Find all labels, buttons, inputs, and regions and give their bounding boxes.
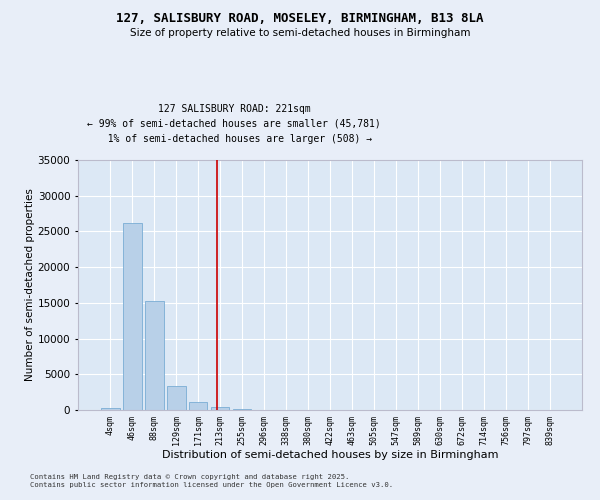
Bar bbox=[167, 386, 185, 410]
Text: 127 SALISBURY ROAD: 221sqm: 127 SALISBURY ROAD: 221sqm bbox=[158, 104, 310, 114]
Bar bbox=[145, 302, 164, 410]
Bar bbox=[101, 408, 119, 410]
X-axis label: Distribution of semi-detached houses by size in Birmingham: Distribution of semi-detached houses by … bbox=[162, 450, 498, 460]
Text: 1% of semi-detached houses are larger (508) →: 1% of semi-detached houses are larger (5… bbox=[96, 134, 372, 144]
Bar bbox=[123, 223, 142, 410]
Y-axis label: Number of semi-detached properties: Number of semi-detached properties bbox=[25, 188, 35, 382]
Bar bbox=[233, 408, 251, 410]
Bar bbox=[189, 402, 208, 410]
Text: ← 99% of semi-detached houses are smaller (45,781): ← 99% of semi-detached houses are smalle… bbox=[87, 118, 381, 128]
Text: Size of property relative to semi-detached houses in Birmingham: Size of property relative to semi-detach… bbox=[130, 28, 470, 38]
Text: Contains HM Land Registry data © Crown copyright and database right 2025.
Contai: Contains HM Land Registry data © Crown c… bbox=[30, 474, 393, 488]
Bar bbox=[211, 407, 229, 410]
Text: 127, SALISBURY ROAD, MOSELEY, BIRMINGHAM, B13 8LA: 127, SALISBURY ROAD, MOSELEY, BIRMINGHAM… bbox=[116, 12, 484, 26]
